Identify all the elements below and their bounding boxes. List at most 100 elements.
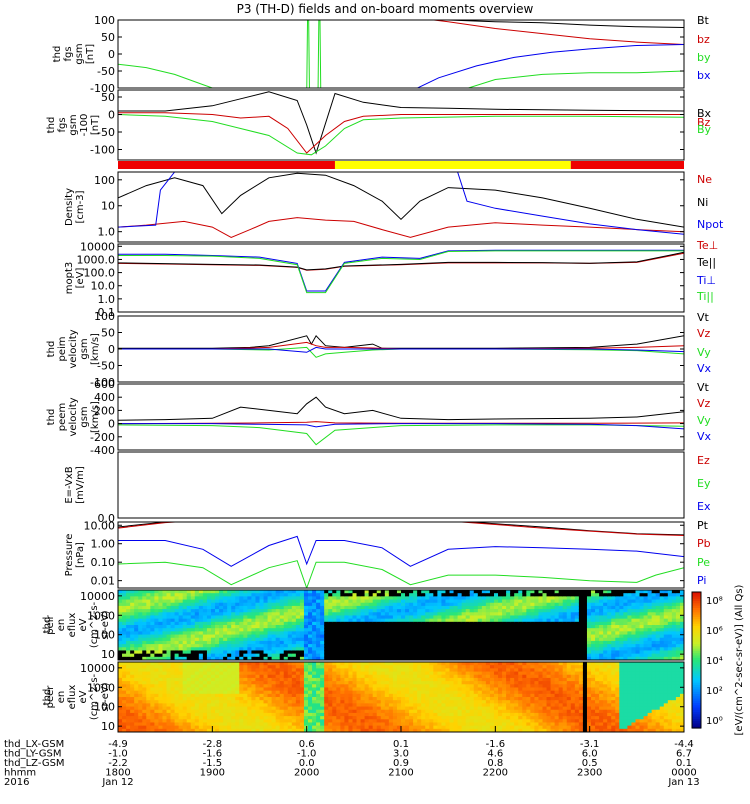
series-line-ti [118,251,684,293]
y-tick-label: 100 [94,14,115,27]
panel-frame [118,384,684,450]
series-line-by [118,64,684,91]
series-line-vt [118,336,684,349]
y-axis-label: eflux [67,613,78,638]
legend-entry: Vz [697,397,711,410]
y-axis-label: gsm [79,406,90,427]
y-axis-label: gsm [79,338,90,359]
y-axis-label: Density [64,188,75,226]
series-line-pi [118,536,684,566]
y-axis-label: fgs [63,46,74,61]
panel-efield [118,452,684,518]
legend-entry: Ez [697,454,710,467]
panel-frame [118,90,684,160]
y-axis-label: sr-eV) [100,610,111,639]
y-tick-label: 0 [108,343,115,356]
y-tick-label: 600 [94,378,115,391]
legend-entry: Ti⊥ [696,274,716,287]
y-axis-label: E=-VxB [64,466,75,503]
panel-peir_spec [118,590,685,661]
y-tick-label: 10 [101,200,115,213]
y-axis-label: (cm^2-s- [89,601,100,648]
panel-peer_spec [118,662,685,733]
y-axis-label: [nT] [90,115,101,135]
y-axis-label: fgs [57,117,68,132]
y-tick-label: 100 [94,174,115,187]
series-line-bz [118,113,684,153]
series-line-bx [410,45,684,92]
y-axis-label: peem [57,403,68,431]
panel-body-temperature [118,250,684,292]
y-tick-label: -400 [90,444,115,457]
series-line-vy [118,425,684,445]
legend-entry: Vx [697,430,712,443]
legend-entry: Vt [697,381,710,394]
y-tick-label: 0.10 [91,556,116,569]
y-axis-label: -100 [79,114,90,137]
legend-entry: By [697,123,712,136]
y-tick-label: 100.0 [84,267,116,280]
y-tick-label: 100 [94,310,115,323]
series-line-aux [318,13,321,95]
legend-entry: Vx [697,362,712,375]
y-axis-label: velocity [68,329,79,368]
panel-temperature [118,244,684,312]
panel-frame [118,172,684,242]
y-tick-label: 50 [101,31,115,44]
panel-peim_velocity [118,316,684,382]
legend-entry: Ey [697,477,711,490]
y-axis-label: thd [46,117,57,134]
panel-body-fgs [118,13,684,95]
legend-entry: Vy [697,346,711,359]
y-axis-label: Pressure [64,534,75,577]
y-axis-label: [km/s] [90,333,101,365]
legend-entry: Vt [697,311,710,324]
series-line-by [118,115,684,155]
series-line-bx [118,92,684,153]
y-axis-label: [eV] [75,268,86,289]
series-line-vx [118,424,684,429]
y-axis-label: [mV/m] [75,466,86,504]
panel-fgs_lo [118,90,684,160]
legend-entry: bx [697,69,711,82]
panel-frame [118,20,684,88]
legend-entry: Pb [697,537,711,550]
y-axis-label: eV [78,618,89,631]
y-tick-label: 10 [101,648,115,661]
y-axis-label: thd [52,46,63,63]
y-axis-label: [km/s] [90,401,101,433]
series-line-pe [118,561,684,588]
legend-entry: Bt [697,14,710,27]
legend-entry: Ti|| [696,290,714,303]
y-tick-label: 0 [108,48,115,61]
panel-body-density [118,172,684,237]
y-tick-label: 50 [101,91,115,104]
panel-body-fgs_lo [118,92,684,155]
y-tick-label: -50 [97,65,115,78]
panel-body-pressure [118,518,684,588]
y-tick-label: -100 [90,144,115,157]
panel-body-peem_velocity [118,397,684,445]
y-axis-label: thd [46,409,57,426]
panel-density [118,172,684,242]
y-axis-label: [nT] [85,44,96,64]
legend-entry: Pe [697,556,710,569]
plot-title: P3 (TH-D) fields and on-board moments ov… [237,2,534,16]
legend-entry: Ex [697,500,711,513]
panel-pressure [118,518,684,588]
series-line-bt [420,15,684,28]
legend-entry: bz [697,33,710,46]
y-tick-label: 50 [101,327,115,340]
panel-body-peim_velocity [118,336,684,358]
legend-entry: Pi [697,574,706,587]
panel-body-peer_spec [118,662,685,733]
series-line-pt [118,518,684,535]
legend-entry: Npot [697,218,724,231]
panel-frame [118,452,684,518]
y-tick-label: 0 [108,109,115,122]
legend-entry: Vy [697,414,711,427]
series-line-ne [118,218,684,238]
y-tick-label: 10.0 [91,280,116,293]
series-line-aux [307,13,310,95]
